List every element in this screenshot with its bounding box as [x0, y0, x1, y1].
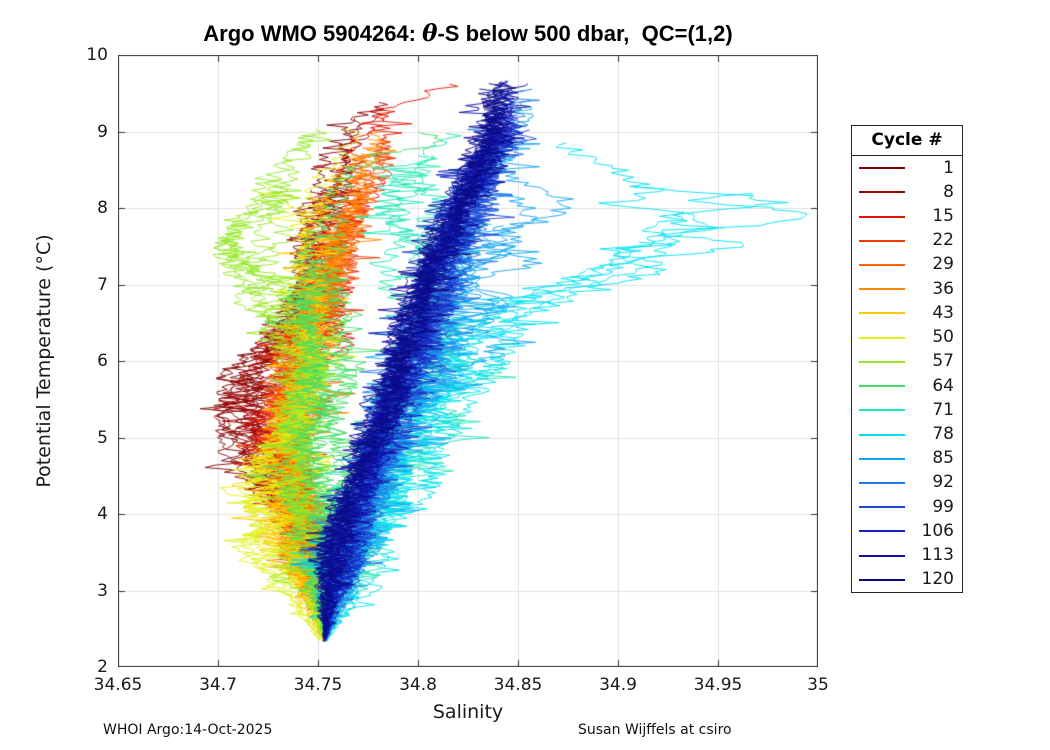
legend-entry: 22	[852, 229, 962, 253]
x-tick-label: 35	[807, 675, 829, 695]
y-tick-label: 10	[86, 45, 108, 65]
legend-entry: 29	[852, 253, 962, 277]
legend-line-swatch	[859, 481, 905, 484]
legend-line-swatch	[859, 336, 905, 339]
x-tick-label: 34.95	[693, 675, 743, 695]
legend-line-swatch	[859, 167, 905, 170]
x-tick-label: 34.7	[199, 675, 237, 695]
legend-label: 85	[932, 448, 954, 469]
legend-entry: 64	[852, 374, 962, 398]
legend-line-swatch	[859, 312, 905, 315]
legend-entry: 8	[852, 180, 962, 204]
y-tick-label: 5	[97, 427, 108, 448]
legend-entry: 15	[852, 204, 962, 228]
y-tick-label: 6	[97, 351, 108, 371]
legend-entry: 43	[852, 301, 962, 325]
legend-entry: 92	[852, 471, 962, 495]
legend-line-swatch	[859, 385, 905, 388]
legend-line-swatch	[859, 215, 905, 218]
chart-title-suffix: -S below 500 dbar, QC=(1,2)	[437, 21, 733, 46]
legend-entry: 71	[852, 398, 962, 422]
chart-title: Argo WMO 5904264: θ-S below 500 dbar, QC…	[118, 20, 818, 47]
legend-line-swatch	[859, 360, 905, 363]
legend-label: 22	[932, 230, 954, 251]
x-tick-label: 34.85	[493, 675, 543, 695]
x-tick-label: 34.65	[93, 675, 143, 695]
plot-area	[118, 55, 818, 667]
legend-label: 106	[921, 520, 954, 541]
legend-entry: 99	[852, 495, 962, 519]
x-axis-label: Salinity	[432, 701, 504, 723]
chart-title-prefix: Argo WMO 5904264:	[203, 21, 423, 46]
legend-entry: 78	[852, 422, 962, 446]
legend-entry: 113	[852, 544, 962, 568]
y-tick-label: 3	[97, 580, 108, 601]
footer-annotation-left: WHOI Argo:14-Oct-2025	[103, 722, 273, 738]
chart-title-theta-symbol: θ	[422, 20, 438, 47]
legend-entry: 36	[852, 277, 962, 301]
legend-line-swatch	[859, 239, 905, 242]
legend-line-swatch	[859, 578, 905, 581]
legend-label: 29	[932, 254, 954, 275]
legend: Cycle # 1 8 15 22 29 36 43 50 57 64 71 78 85 92 99 106 1…	[851, 125, 963, 593]
legend-line-swatch	[859, 288, 905, 291]
plot-canvas	[118, 55, 818, 667]
legend-label: 64	[932, 375, 954, 396]
y-tick-label: 4	[97, 504, 108, 524]
legend-line-swatch	[859, 530, 905, 533]
legend-entry: 50	[852, 326, 962, 350]
legend-label: 8	[943, 181, 954, 202]
legend-entry: 85	[852, 447, 962, 471]
legend-entry: 57	[852, 350, 962, 374]
legend-line-swatch	[859, 457, 905, 460]
legend-line-swatch	[859, 191, 905, 194]
legend-line-swatch	[859, 433, 905, 436]
y-tick-label: 2	[97, 657, 108, 677]
legend-label: 71	[932, 399, 954, 420]
legend-entry: 106	[852, 519, 962, 543]
y-tick-label: 8	[97, 198, 108, 218]
legend-label: 113	[921, 545, 954, 566]
legend-entry: 120	[852, 568, 962, 592]
legend-entries: 1 8 15 22 29 36 43 50 57 64 71 78 85 92 99 106 113 120	[852, 156, 962, 592]
legend-label: 78	[932, 424, 954, 445]
legend-label: 43	[932, 302, 954, 323]
legend-label: 120	[921, 569, 954, 590]
legend-line-swatch	[859, 554, 905, 557]
x-tick-label: 34.8	[399, 675, 437, 695]
legend-label: 1	[943, 157, 954, 178]
x-tick-label: 34.75	[293, 675, 343, 695]
legend-label: 99	[932, 496, 954, 517]
legend-line-swatch	[859, 409, 905, 412]
legend-line-swatch	[859, 506, 905, 509]
footer-annotation-right: Susan Wijffels at csiro	[578, 722, 732, 738]
legend-label: 50	[932, 327, 954, 348]
legend-title: Cycle #	[852, 126, 962, 156]
legend-label: 15	[932, 206, 954, 227]
legend-entry: 1	[852, 156, 962, 180]
legend-label: 36	[932, 278, 954, 299]
y-tick-label: 9	[97, 121, 108, 142]
legend-line-swatch	[859, 263, 905, 266]
y-tick-label: 7	[97, 274, 108, 295]
legend-label: 92	[932, 472, 954, 493]
legend-label: 57	[932, 351, 954, 372]
x-tick-label: 34.9	[599, 675, 637, 695]
